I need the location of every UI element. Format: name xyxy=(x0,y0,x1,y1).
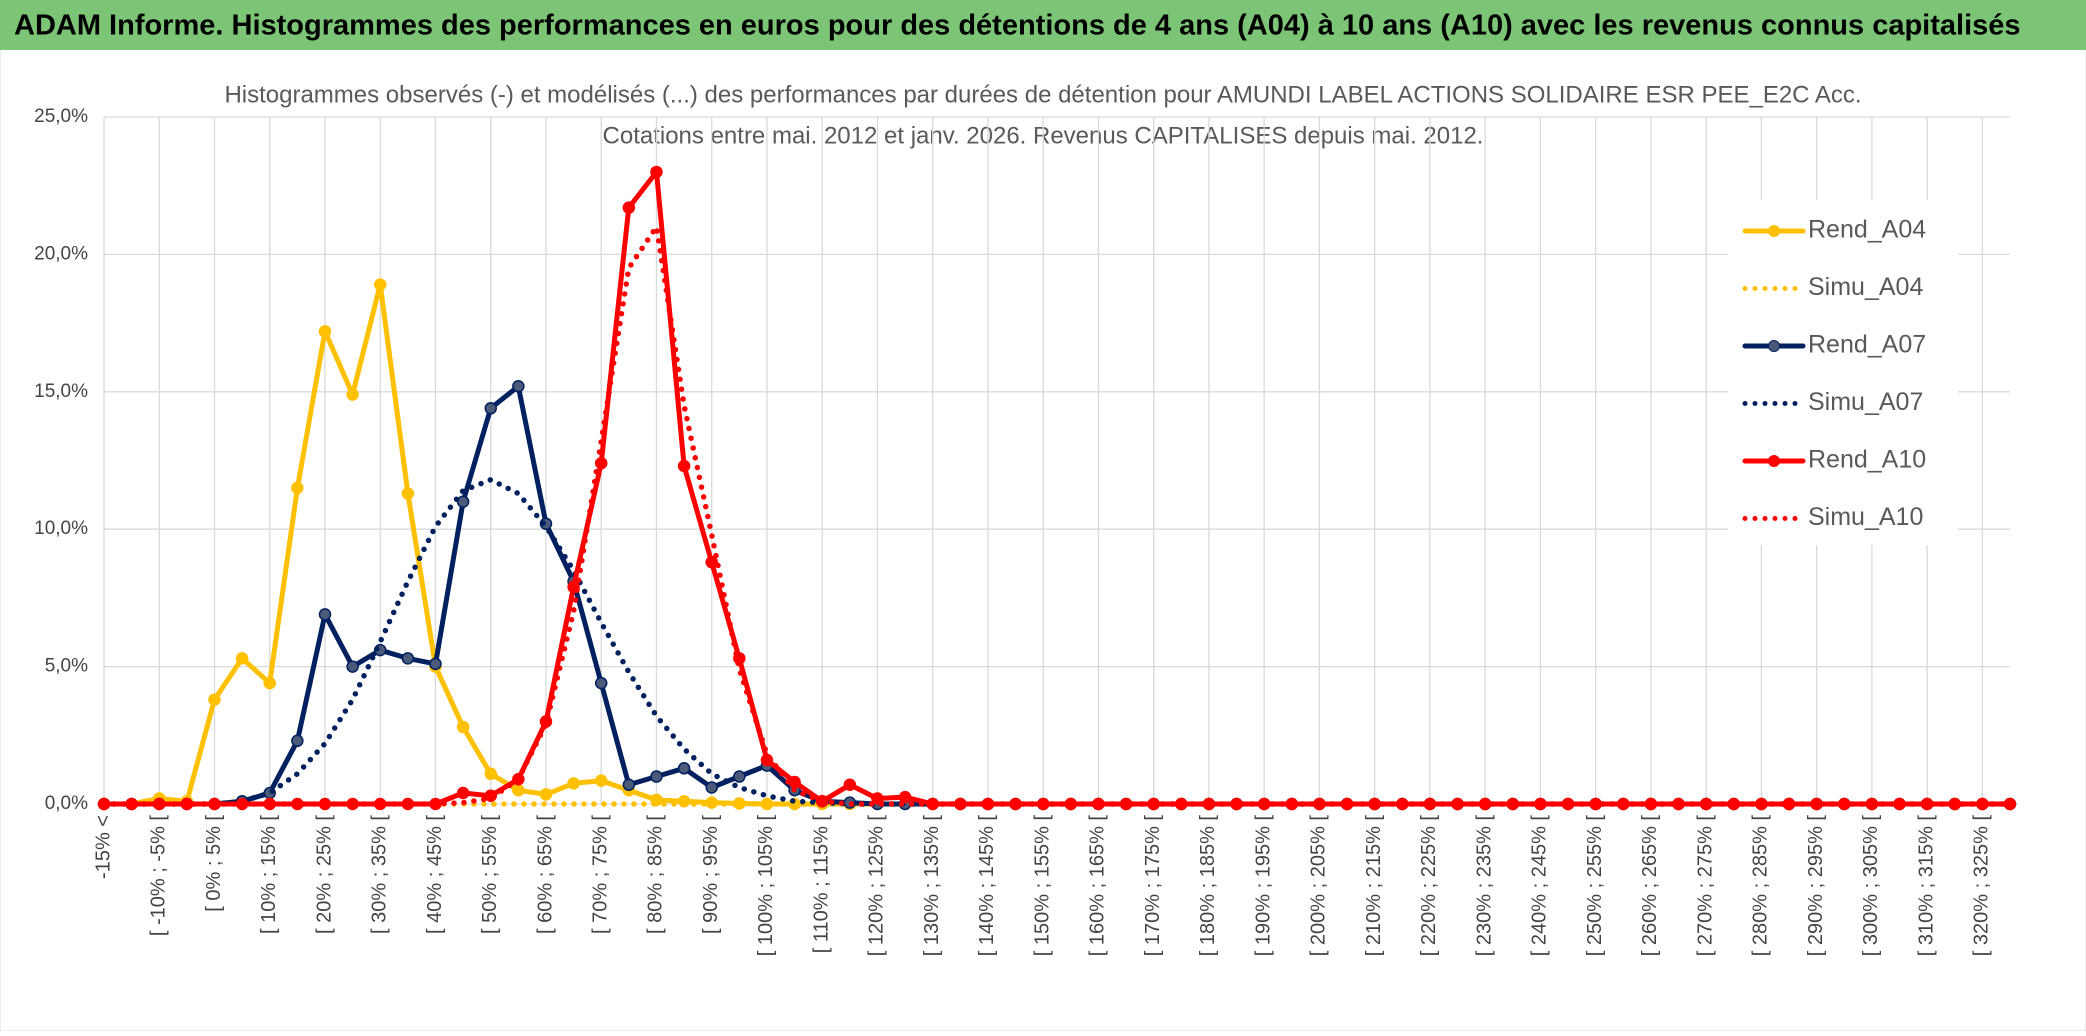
data-point xyxy=(263,676,276,690)
x-tick-label: [ 10% ; 15% [ xyxy=(258,815,280,934)
x-tick-label: [ 220% ; 225% [ xyxy=(1418,815,1440,957)
data-point xyxy=(512,380,525,393)
data-point xyxy=(235,652,249,665)
x-tick-label: [ 230% ; 235% [ xyxy=(1473,815,1495,957)
data-point xyxy=(650,770,663,783)
legend-label: Simu_A10 xyxy=(1808,503,1923,531)
x-tick-label: [ 0% ; 5% [ xyxy=(203,815,225,912)
data-point xyxy=(484,402,497,415)
x-tick-label: [ 290% ; 295% [ xyxy=(1805,815,1827,957)
data-point xyxy=(401,487,415,500)
subtitle: Histogrammes observés (-) et modélisés (… xyxy=(224,81,1861,108)
legend-label: Rend_A07 xyxy=(1808,331,1926,359)
x-tick-label: [ -10% ; -5% [ xyxy=(148,815,170,937)
legend-label: Simu_A07 xyxy=(1808,388,1923,416)
x-tick-label: [ 60% ; 65% [ xyxy=(534,815,556,934)
x-tick-label: [ 70% ; 75% [ xyxy=(589,815,611,934)
data-point xyxy=(567,777,580,790)
data-point xyxy=(898,790,912,804)
data-point xyxy=(373,278,387,291)
data-point xyxy=(291,481,304,495)
series-line xyxy=(101,224,2013,807)
x-tick-label: [ 240% ; 245% [ xyxy=(1529,815,1551,957)
legend-box xyxy=(1728,200,1958,545)
data-point xyxy=(346,660,359,673)
x-tick-label: [ 80% ; 85% [ xyxy=(645,815,667,934)
x-tick-label: [ 210% ; 215% [ xyxy=(1363,815,1385,957)
data-point xyxy=(512,784,525,797)
x-tick-label: [ 30% ; 35% [ xyxy=(369,815,391,934)
x-tick-label: [ 300% ; 305% [ xyxy=(1860,815,1882,957)
data-point xyxy=(291,734,304,748)
data-point xyxy=(650,165,663,179)
y-tick-label: 15,0% xyxy=(34,381,88,402)
data-point xyxy=(456,786,470,800)
data-point xyxy=(705,781,718,794)
x-tick-label: [ 320% ; 325% [ xyxy=(1971,815,1993,957)
data-point xyxy=(843,778,857,792)
data-point xyxy=(622,201,636,214)
data-point xyxy=(705,555,718,569)
data-point xyxy=(622,778,636,792)
x-tick-label: [ 20% ; 25% [ xyxy=(313,815,335,934)
data-point xyxy=(677,762,691,775)
x-tick-label: [ 140% ; 145% [ xyxy=(976,815,998,957)
data-point xyxy=(318,325,332,338)
x-tick-label: [ 200% ; 205% [ xyxy=(1308,815,1330,957)
legend-label: Rend_A10 xyxy=(1808,446,1926,474)
y-tick-label: 5,0% xyxy=(45,656,88,677)
data-point xyxy=(208,693,221,706)
data-point xyxy=(594,676,608,690)
legend-marker xyxy=(1768,340,1780,352)
chart-title: ADAM Informe. Histogrammes des performan… xyxy=(14,10,2021,42)
data-point xyxy=(484,767,497,781)
x-tick-label: [ 250% ; 255% [ xyxy=(1584,815,1606,957)
data-point xyxy=(318,608,332,621)
data-point xyxy=(456,720,470,734)
x-tick-label: [ 130% ; 135% [ xyxy=(921,815,943,957)
data-point xyxy=(733,770,746,783)
data-point xyxy=(871,792,884,805)
x-tick-label: [ 100% ; 105% [ xyxy=(755,815,777,957)
x-tick-label: [ 310% ; 315% [ xyxy=(1915,815,1937,957)
data-point xyxy=(401,652,415,665)
legend-marker xyxy=(1768,455,1780,467)
x-tick-label: [ 190% ; 195% [ xyxy=(1252,815,1274,957)
data-point xyxy=(539,788,553,801)
x-tick-label: -15% < xyxy=(92,815,114,879)
x-tick-label: [ 50% ; 55% [ xyxy=(479,815,501,934)
x-tick-label: [ 170% ; 175% [ xyxy=(1142,815,1164,957)
x-tick-label: [ 180% ; 185% [ xyxy=(1197,815,1219,957)
x-tick-label: [ 90% ; 95% [ xyxy=(700,815,722,934)
legend-marker xyxy=(1768,225,1780,237)
x-tick-label: [ 120% ; 125% [ xyxy=(866,815,888,957)
title-bar xyxy=(0,0,2086,50)
data-point xyxy=(2003,797,2017,811)
data-point xyxy=(788,775,801,789)
x-tick-label: [ 260% ; 265% [ xyxy=(1639,815,1661,957)
legend-label: Rend_A04 xyxy=(1808,216,1926,244)
x-tick-label: [ 280% ; 285% [ xyxy=(1750,815,1772,957)
y-tick-label: 20,0% xyxy=(34,243,88,264)
y-tick-label: 25,0% xyxy=(34,106,88,127)
data-point xyxy=(456,495,470,508)
x-tick-label: [ 270% ; 275% [ xyxy=(1694,815,1716,957)
x-tick-label: [ 40% ; 45% [ xyxy=(424,815,446,934)
x-tick-label: [ 150% ; 155% [ xyxy=(1031,815,1053,957)
legend-label: Simu_A04 xyxy=(1808,273,1923,301)
data-point xyxy=(429,657,442,671)
x-tick-label: [ 110% ; 115% [ xyxy=(810,815,832,954)
y-tick-label: 0,0% xyxy=(45,793,88,814)
y-tick-label: 10,0% xyxy=(34,518,88,539)
data-point xyxy=(346,388,359,401)
data-point xyxy=(594,774,608,787)
x-tick-label: [ 160% ; 165% [ xyxy=(1087,815,1109,957)
data-point xyxy=(677,459,691,473)
